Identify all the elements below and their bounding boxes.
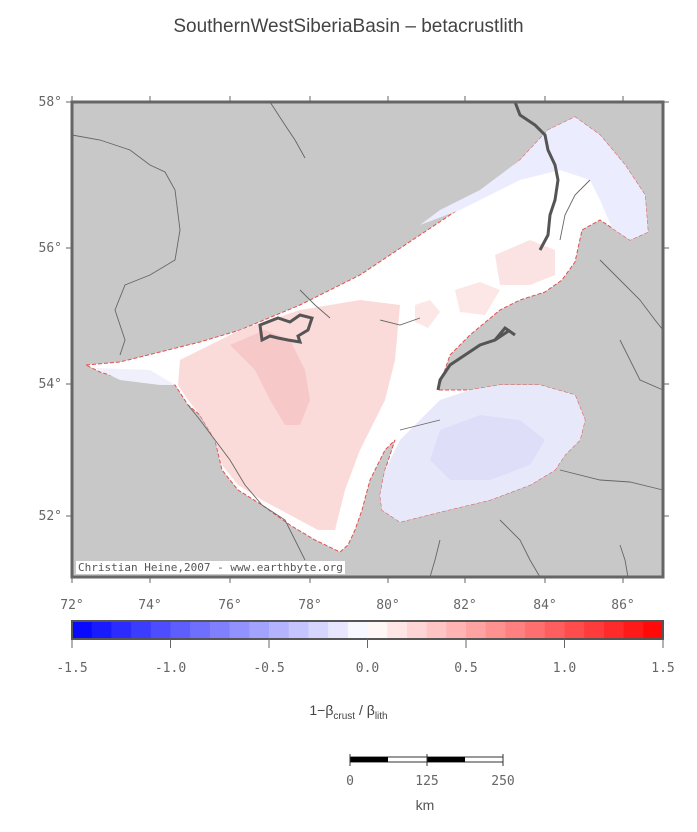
colorbar-cell: [505, 621, 526, 639]
negative-anomaly-north: [420, 117, 648, 240]
lon-label-74: 74°: [138, 598, 162, 613]
scalebar-tick: 250: [491, 774, 515, 789]
colorbar-cell: [347, 621, 368, 639]
colorbar-tick: 0.0: [355, 661, 380, 676]
frame-ticks: [66, 96, 669, 583]
scalebar-unit: km: [415, 797, 435, 813]
colorbar-cell: [603, 621, 625, 639]
colorbar-cell: [229, 621, 250, 639]
colorbar-label-mid: / β: [355, 702, 375, 718]
colorbar-cell: [288, 621, 309, 639]
river-small3: [619, 544, 629, 578]
colorbar-cell: [150, 621, 171, 639]
colorbar-cell: [209, 621, 231, 639]
map-title: SouthernWestSiberiaBasin – betacrustlith: [173, 16, 524, 37]
positive-anomaly-mid: [455, 282, 500, 315]
river-irtysh: [187, 404, 306, 561]
river-small: [399, 419, 441, 431]
colorbar: [72, 621, 664, 639]
scale-bar: [349, 754, 504, 766]
negative-anomaly-core: [430, 415, 545, 480]
colorbar-cell: [131, 621, 152, 639]
colorbar-cell: [190, 621, 211, 639]
positive-anomaly-core: [230, 330, 310, 425]
colorbar-cell: [111, 621, 132, 639]
colorbar-cell: [367, 621, 388, 639]
lon-label-72: 72°: [60, 598, 84, 613]
colorbar-cell: [249, 621, 270, 639]
colorbar-cell: [328, 621, 349, 639]
colorbar-cell: [91, 621, 112, 639]
colorbar-tick: 1.0: [552, 661, 577, 676]
lon-label-76: 76°: [218, 598, 242, 613]
colorbar-tick: -1.5: [56, 661, 88, 676]
river-tobol: [269, 101, 306, 159]
colorbar-tick: 0.5: [454, 661, 478, 676]
colorbar-cell: [466, 621, 487, 639]
river-ob: [436, 101, 560, 391]
colorbar-cell: [544, 621, 565, 639]
colorbar-cell: [525, 621, 546, 639]
lon-label-82: 82°: [453, 598, 477, 613]
colorbar-tick: 1.5: [651, 661, 675, 676]
colorbar-label-main: 1−β: [309, 702, 334, 718]
colorbar-label-sub2: lith: [374, 710, 388, 722]
lon-label-84: 84°: [533, 598, 557, 613]
lon-label-78: 78°: [298, 598, 322, 613]
lat-label-58: 58°: [38, 95, 62, 110]
colorbar-cell: [584, 621, 605, 639]
rivers: [71, 101, 664, 578]
lon-label-86: 86°: [611, 598, 635, 613]
colorbar-cell: [485, 621, 506, 639]
lat-label-52: 52°: [38, 509, 62, 524]
colorbar-tick: -1.0: [154, 661, 187, 676]
river-katun: [499, 519, 541, 578]
colorbar-cell: [643, 621, 664, 639]
colorbar-cell: [406, 621, 428, 639]
colorbar-cell: [170, 621, 191, 639]
colorbar-cell: [426, 621, 447, 639]
river-small2: [379, 317, 421, 326]
river-south: [429, 539, 441, 578]
map-frame: [70, 100, 665, 579]
credit-text: Christian Heine,2007 - www.earthbyte.org: [76, 561, 345, 574]
scalebar-tick: 125: [415, 774, 439, 789]
colorbar-cell: [308, 621, 329, 639]
river-branch: [299, 289, 331, 319]
colorbar-label: 1−βcrust / βlith: [0, 702, 697, 722]
colorbar-cell: [446, 621, 467, 639]
river-east2: [619, 339, 664, 391]
lat-label-54: 54°: [38, 377, 62, 392]
colorbar-label-sub1: crust: [333, 710, 356, 722]
scalebar-tick: 0: [346, 774, 354, 789]
river-ob-north: [513, 101, 560, 251]
river-ishim: [71, 134, 181, 356]
lake-chany: [258, 313, 314, 344]
colorbar-cell: [72, 621, 93, 639]
lon-label-80: 80°: [376, 598, 400, 613]
negative-anomaly-west: [95, 368, 175, 385]
positive-anomaly-north: [495, 240, 555, 285]
colorbar-tick: -0.5: [253, 661, 285, 676]
positive-anomaly-small: [415, 300, 440, 328]
river-east: [599, 259, 664, 331]
colorbar-cell: [387, 621, 408, 639]
colorbar-cell: [623, 621, 644, 639]
river-southeast: [559, 469, 664, 491]
colorbar-cell: [269, 621, 290, 639]
lat-label-56: 56°: [38, 241, 62, 256]
river-chulym: [559, 179, 591, 241]
colorbar-cell: [564, 621, 585, 639]
colorbar-ticks: [71, 639, 664, 648]
river-ob-bend: [493, 325, 516, 341]
